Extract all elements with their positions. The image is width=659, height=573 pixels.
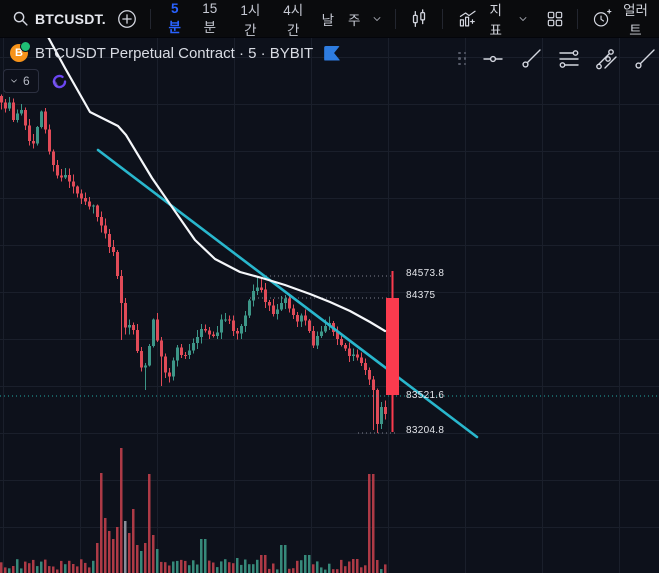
search-icon — [13, 11, 28, 26]
toolbar-divider — [395, 8, 397, 29]
exchange-badge-icon — [20, 41, 31, 52]
alert-label: 얼러트 — [623, 2, 648, 38]
ray-tool-partial-button[interactable] — [630, 45, 659, 73]
collapsed-indicators-button[interactable]: 6 — [3, 69, 39, 93]
chevron-down-icon — [11, 79, 17, 83]
timeframe-button-3[interactable]: 4시간 — [272, 0, 315, 44]
price-label: 84573.8 — [406, 268, 445, 279]
trend-line-tool-icon — [521, 49, 541, 68]
parallel-channel-tool-button[interactable] — [592, 45, 622, 73]
alert-button[interactable]: 얼러트 — [586, 0, 659, 43]
grid-layout-icon — [548, 11, 563, 26]
horizontal-line-tool-icon — [482, 55, 503, 63]
horizontal-rays-tool-icon — [558, 50, 579, 68]
chevron-down-icon — [519, 16, 527, 21]
ray-tool-partial-icon — [634, 49, 655, 69]
price-label: 83521.6 — [406, 390, 445, 401]
drawing-toolbar — [458, 45, 659, 73]
candlestick-icon — [413, 8, 426, 27]
indicator-sync-icon[interactable] — [50, 72, 69, 91]
flag-icon[interactable] — [324, 45, 341, 61]
trend-line-tool-button[interactable] — [516, 45, 546, 73]
legend-title: BTCUSDT Perpetual Contract · 5 · BYBIT — [35, 44, 314, 62]
timeframe-button-1[interactable]: 15분 — [191, 0, 229, 41]
timeframe-expand-button[interactable] — [367, 9, 387, 29]
timeframe-button-0[interactable]: 5분 — [159, 0, 191, 41]
chevron-down-icon — [374, 16, 381, 21]
toolbar-divider — [577, 8, 579, 29]
compare-add-button[interactable] — [112, 4, 142, 34]
horizontal-rays-tool-button[interactable] — [554, 45, 584, 73]
legend-row2: 6 — [3, 69, 69, 93]
toolbar-divider — [442, 8, 444, 29]
top-toolbar: BTCUSDT. 5분 15분 1시간 4시간 날 주 지표 — [0, 0, 659, 38]
indicator-templates-button[interactable] — [513, 9, 533, 29]
drag-handle-icon[interactable] — [458, 51, 468, 67]
collapsed-indicators-count: 6 — [23, 74, 30, 88]
toolbar-divider — [149, 8, 151, 29]
drawing-tools — [478, 45, 659, 73]
price-label: 83204.8 — [406, 425, 445, 436]
alarm-clock-plus-icon — [594, 9, 612, 27]
timeframe-button-5[interactable]: 주 — [341, 4, 367, 34]
chart-legend[interactable]: B BTCUSDT Perpetual Contract · 5 · BYBIT — [10, 41, 341, 62]
indicators-label: 지표 — [489, 2, 502, 38]
indicators-button[interactable]: 지표 — [451, 0, 513, 43]
symbol-label: BTCUSDT. — [35, 10, 106, 27]
price-label: 84375 — [406, 290, 436, 301]
plus-circle-icon — [117, 9, 136, 28]
layout-grid-button[interactable] — [541, 5, 569, 33]
timeframe-button-2[interactable]: 1시간 — [229, 0, 272, 44]
indicators-icon — [460, 10, 477, 26]
parallel-channel-tool-icon — [595, 49, 617, 70]
timeframe-button-4[interactable]: 날 — [315, 4, 341, 34]
timeframe-group: 5분 15분 1시간 4시간 날 주 — [159, 0, 368, 44]
horizontal-line-tool-button[interactable] — [478, 45, 508, 73]
symbol-search-button[interactable]: BTCUSDT. — [6, 6, 112, 31]
chart-style-button[interactable] — [404, 4, 434, 34]
bitcoin-coin-icon: B — [10, 41, 31, 62]
